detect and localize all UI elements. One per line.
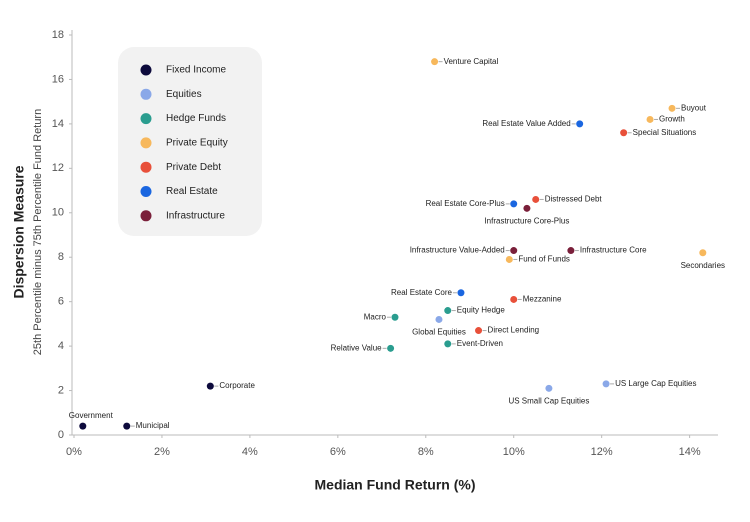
point-label: Corporate xyxy=(219,381,255,390)
y-tick-label: 0 xyxy=(58,429,64,441)
data-point xyxy=(444,307,452,315)
data-point xyxy=(435,315,443,323)
data-point xyxy=(387,344,395,352)
point-label: Equity Hedge xyxy=(457,306,506,315)
data-point xyxy=(510,295,518,303)
point-label: Direct Lending xyxy=(488,326,540,335)
point-label: US Small Cap Equities xyxy=(508,396,589,405)
point-label: Relative Value xyxy=(331,343,383,352)
legend-label: Infrastructure xyxy=(166,210,225,221)
data-point xyxy=(523,204,531,212)
point-label: Special Situations xyxy=(633,128,697,137)
point-label: Fund of Funds xyxy=(518,255,570,264)
point-label: Mezzanine xyxy=(523,295,562,304)
point-label: Event-Driven xyxy=(457,339,503,348)
x-tick-label: 6% xyxy=(330,446,346,458)
data-point xyxy=(699,249,707,257)
data-point xyxy=(620,129,628,137)
data-point xyxy=(475,327,483,335)
legend-label: Real Estate xyxy=(166,186,218,197)
point-label: Real Estate Core xyxy=(391,288,452,297)
point-label: Macro xyxy=(364,312,387,321)
point-label: Real Estate Core-Plus xyxy=(426,199,505,208)
data-point xyxy=(431,58,439,66)
legend-label: Equities xyxy=(166,89,202,100)
y-tick-label: 10 xyxy=(52,207,64,219)
point-label: US Large Cap Equities xyxy=(615,379,696,388)
y-tick-label: 14 xyxy=(52,118,64,130)
data-point xyxy=(567,247,575,255)
legend-label: Fixed Income xyxy=(166,65,226,76)
data-point xyxy=(505,255,513,263)
y-axis-subtitle: 25th Percentile minus 75th Percentile Fu… xyxy=(32,109,44,355)
point-label: Secondaries xyxy=(681,261,725,270)
y-tick-label: 4 xyxy=(58,340,64,352)
legend-label: Hedge Funds xyxy=(166,113,226,124)
point-label: Municipal xyxy=(136,421,170,430)
x-tick-label: 14% xyxy=(679,446,701,458)
legend-marker xyxy=(140,64,152,76)
point-label: Infrastructure Value-Added xyxy=(410,246,505,255)
x-tick-label: 12% xyxy=(591,446,613,458)
point-label: Government xyxy=(69,411,114,420)
data-point xyxy=(444,340,452,348)
x-tick-label: 10% xyxy=(503,446,525,458)
data-point xyxy=(510,247,518,255)
y-tick-label: 2 xyxy=(58,384,64,396)
x-tick-label: 4% xyxy=(242,446,258,458)
y-tick-label: 12 xyxy=(52,162,64,174)
y-tick-label: 6 xyxy=(58,296,64,308)
data-point xyxy=(206,382,214,390)
data-point xyxy=(123,422,131,430)
data-point xyxy=(576,120,584,128)
x-tick-label: 0% xyxy=(66,446,82,458)
data-point xyxy=(545,384,553,392)
legend-marker xyxy=(140,161,152,173)
legend-marker xyxy=(140,186,152,197)
legend-marker xyxy=(140,210,152,222)
data-point xyxy=(646,115,654,123)
point-label: Growth xyxy=(659,115,685,124)
y-tick-label: 8 xyxy=(58,251,64,263)
legend-label: Private Debt xyxy=(166,162,221,173)
point-label: Venture Capital xyxy=(444,57,499,66)
legend-marker xyxy=(140,137,152,149)
point-label: Real Estate Value Added xyxy=(482,119,570,128)
data-point xyxy=(79,422,87,430)
x-tick-label: 2% xyxy=(154,446,170,458)
point-label: Distressed Debt xyxy=(545,195,603,204)
point-label: Buyout xyxy=(681,103,707,112)
data-point xyxy=(457,289,465,297)
y-axis-title: Dispersion Measure xyxy=(11,165,27,298)
legend-marker xyxy=(140,88,152,100)
data-point xyxy=(510,200,518,208)
data-point xyxy=(532,195,540,203)
point-label: Infrastructure Core xyxy=(580,246,647,255)
x-axis-title: Median Fund Return (%) xyxy=(315,477,476,493)
data-point xyxy=(391,313,399,321)
y-tick-label: 18 xyxy=(52,29,64,41)
legend-box xyxy=(118,47,262,236)
data-point xyxy=(668,104,676,112)
x-tick-label: 8% xyxy=(418,446,434,458)
data-point xyxy=(602,380,610,388)
point-label: Global Equities xyxy=(412,328,466,337)
legend-marker xyxy=(140,113,152,125)
y-tick-label: 16 xyxy=(52,73,64,85)
legend-label: Private Equity xyxy=(166,138,228,149)
point-label: Infrastructure Core-Plus xyxy=(484,216,569,225)
